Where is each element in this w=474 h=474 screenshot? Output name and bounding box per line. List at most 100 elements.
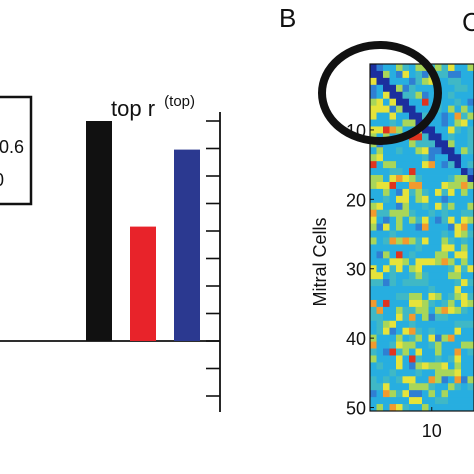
heatmap-cell <box>415 369 423 377</box>
heatmap-cell <box>441 188 449 197</box>
heatmap-cell <box>396 404 403 412</box>
heatmap-cell <box>383 348 390 356</box>
heatmap-cell <box>415 98 423 107</box>
heatmap-cell <box>409 341 416 349</box>
heatmap-cell <box>402 265 410 273</box>
heatmap-cell <box>370 77 377 86</box>
heatmap-cell <box>383 383 390 391</box>
heatmap-cell <box>409 313 416 322</box>
heatmap-cell <box>409 140 416 148</box>
heatmap-cell <box>441 98 449 107</box>
heatmap-cell <box>402 181 410 190</box>
heatmap-cell <box>422 279 429 287</box>
heatmap-cell <box>376 293 384 301</box>
heatmap-cell <box>402 154 410 162</box>
heatmap-cell <box>461 133 468 141</box>
heatmap-cell <box>383 341 390 349</box>
heatmap-cell <box>441 154 449 162</box>
heatmap-cell <box>370 147 377 155</box>
heatmap-cell <box>376 181 384 190</box>
heatmap-cell <box>422 362 429 370</box>
heatmap-cell <box>370 181 377 190</box>
heatmap-cell <box>454 341 462 349</box>
heatmap-cell <box>428 279 436 287</box>
heatmap-cell <box>448 286 455 294</box>
heatmap-cell <box>448 168 455 176</box>
heatmap-cell <box>441 133 449 141</box>
heatmap-cell <box>441 209 449 218</box>
heatmap-cell <box>415 202 423 211</box>
heatmap-cell <box>402 327 410 336</box>
heatmap-cell <box>428 237 436 245</box>
heatmap-cell <box>415 84 423 93</box>
heatmap-cell <box>435 202 442 211</box>
heatmap-cell <box>376 286 384 294</box>
heatmap-cell <box>454 91 462 100</box>
heatmap-cell <box>422 168 429 176</box>
heatmap-cell <box>402 306 410 315</box>
heatmap-cell <box>370 362 377 370</box>
heatmap-cell <box>370 286 377 294</box>
heatmap-cell <box>409 112 416 120</box>
heatmap-cell <box>422 327 429 336</box>
heatmap-cell <box>396 369 403 377</box>
heatmap-cell <box>396 279 403 287</box>
heatmap-cell <box>448 223 455 231</box>
heatmap-cell <box>383 188 390 197</box>
heatmap-cell <box>467 91 474 100</box>
heatmap-cell <box>415 355 423 363</box>
heatmap-cell <box>428 299 436 308</box>
heatmap-cell <box>409 216 416 225</box>
heatmap-cell <box>448 397 455 405</box>
heatmap-cell <box>467 390 474 398</box>
heatmap-cell <box>454 237 462 245</box>
heatmap-cell <box>409 355 416 363</box>
heatmap-cell <box>441 258 449 266</box>
heatmap-cell <box>422 126 429 134</box>
heatmap-cell <box>428 168 436 176</box>
heatmap-cell <box>409 390 416 398</box>
heatmap-cell <box>415 188 423 197</box>
heatmap-cell <box>454 209 462 218</box>
heatmap-cell <box>409 154 416 162</box>
heatmap-cell <box>441 140 449 148</box>
heatmap-cell <box>448 369 455 377</box>
heatmap-cell <box>415 265 423 273</box>
heatmap-cell <box>376 77 384 86</box>
heatmap-cell <box>428 154 436 162</box>
heatmap-cell <box>435 119 442 127</box>
heatmap-cell <box>461 334 468 342</box>
heatmap-cell <box>461 320 468 329</box>
heatmap-cell <box>448 202 455 211</box>
heatmap-cell <box>435 383 442 391</box>
heatmap-cell <box>422 133 429 141</box>
heatmap-cell <box>428 91 436 100</box>
heatmap-cell <box>389 258 397 266</box>
heatmap-cell <box>383 181 390 190</box>
heatmap-cell <box>428 119 436 127</box>
heatmap-cell <box>376 188 384 197</box>
heatmap-cell <box>454 119 462 127</box>
heatmap-cell <box>383 175 390 183</box>
heatmap-cell <box>389 98 397 107</box>
heatmap-cell <box>467 258 474 266</box>
heatmap-cell <box>467 133 474 141</box>
heatmap-cell <box>389 348 397 356</box>
heatmap-cell <box>461 237 468 245</box>
heatmap-y-tick-label: 20 <box>346 190 366 210</box>
heatmap-cell <box>415 376 423 384</box>
heatmap-cell <box>370 341 377 349</box>
heatmap-cell <box>448 133 455 141</box>
heatmap-cell <box>389 77 397 86</box>
heatmap-cell <box>409 272 416 280</box>
heatmap-cell <box>467 126 474 134</box>
heatmap-cell <box>409 161 416 169</box>
bar <box>130 226 156 341</box>
heatmap-cell <box>376 313 384 322</box>
heatmap-cell <box>441 299 449 308</box>
heatmap-cell <box>376 112 384 120</box>
heatmap-cell <box>370 327 377 336</box>
heatmap-cell <box>389 306 397 315</box>
heatmap-cell <box>461 313 468 322</box>
